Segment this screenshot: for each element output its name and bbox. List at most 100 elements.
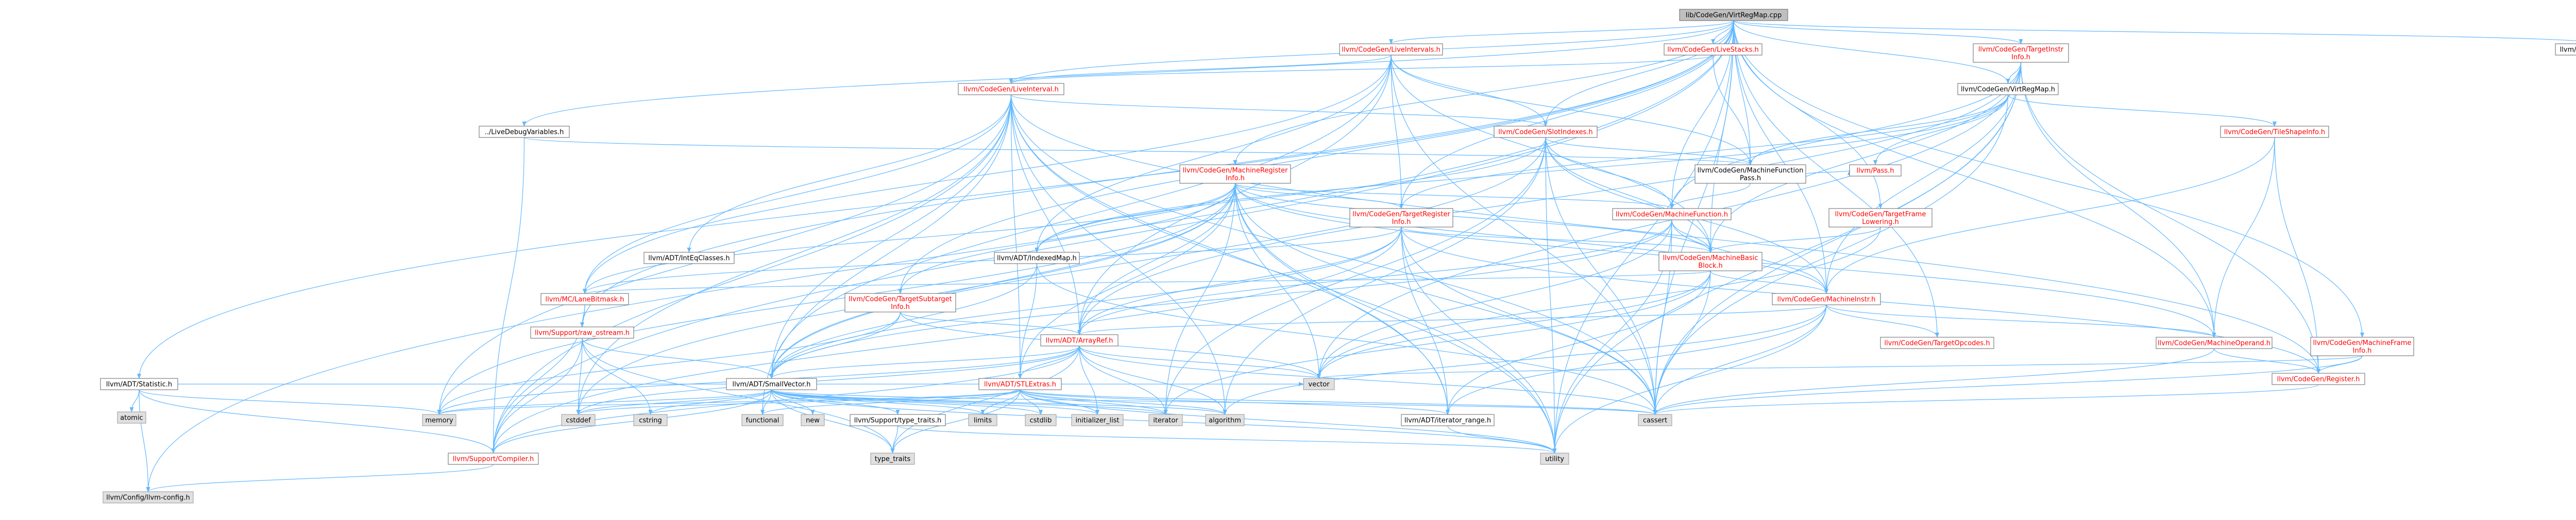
node-label: llvm/CodeGen/LiveInterval.h (963, 86, 1059, 94)
edge-root-to-MachineFrameInfo (1733, 20, 2364, 338)
node-IteratorRange[interactable]: llvm/ADT/iterator_range.h (1401, 414, 1495, 426)
node-MachineFrameInfo[interactable]: llvm/CodeGen/MachineFrame Info.h (2310, 337, 2414, 356)
node-cstring: cstring (633, 414, 668, 426)
node-LiveInterval[interactable]: llvm/CodeGen/LiveInterval.h (958, 83, 1064, 95)
node-Compiler[interactable]: llvm/Support/Compiler.h (448, 453, 539, 465)
node-RawOstream[interactable]: llvm/Support/raw_ostream.h (530, 326, 634, 339)
node-vector: vector (1303, 378, 1335, 390)
node-label: llvm/MC/LaneBitmask.h (545, 296, 624, 304)
node-SmallVector[interactable]: llvm/ADT/SmallVector.h (726, 378, 817, 390)
edge-SlotIndexes-to-IndexedMap (1035, 137, 1546, 253)
edge-STLExtras-to-algorithm (1020, 389, 1227, 415)
node-TargetInstrInfo[interactable]: llvm/CodeGen/TargetInstr Info.h (1973, 43, 2069, 63)
edge-VirtRegMapH-to-MachineFunctionPass (1748, 94, 2009, 165)
node-ADTStatistic[interactable]: llvm/ADT/Statistic.h (100, 378, 178, 390)
edges (129, 20, 2576, 492)
edge-VirtRegMapH-to-TargetRegisterInfo (1399, 94, 2009, 209)
node-initializer_list: initializer_list (1071, 414, 1124, 426)
node-label: llvm/Pass.h (1856, 167, 1894, 175)
node-box (643, 252, 735, 264)
edge-SlotIndexes-to-MachineFunctionPass (1545, 137, 1753, 165)
node-box (1973, 43, 2069, 63)
node-type_traits: type_traits (870, 453, 915, 465)
edge-TargetRegisterInfo-to-IteratorRange (1401, 227, 1450, 415)
node-LiveStacks[interactable]: llvm/CodeGen/LiveStacks.h (1664, 43, 1762, 56)
node-MachineInstr[interactable]: llvm/CodeGen/MachineInstr.h (1772, 293, 1881, 305)
node-limits: limits (968, 414, 997, 426)
edge-TargetInstrInfo-to-vector (1317, 62, 2022, 379)
node-box (1205, 414, 1245, 426)
edge-SmallVector-to-algorithm (771, 389, 1227, 415)
node-box (1664, 43, 1762, 56)
node-IndexedMap[interactable]: llvm/ADT/IndexedMap.h (994, 252, 1080, 264)
node-MachineFunctionPass[interactable]: llvm/CodeGen/MachineFunction Pass.h (1694, 164, 1806, 184)
edge-LiveInterval-to-utility (1010, 94, 1557, 454)
edge-root-to-MachineRegisterInfo (1233, 20, 1734, 165)
node-TargetSubtargetInfo[interactable]: llvm/CodeGen/TargetSubtarget Info.h (844, 293, 956, 313)
node-MachineOperand[interactable]: llvm/CodeGen/MachineOperand.h (2156, 337, 2273, 349)
node-root[interactable]: lib/CodeGen/VirtRegMap.cpp (1679, 9, 1788, 21)
node-TileShapeInfo[interactable]: llvm/CodeGen/TileShapeInfo.h (2220, 126, 2329, 138)
edge-ArrayRef-to-SmallVector (769, 345, 1080, 379)
node-TargetOpcodes[interactable]: llvm/CodeGen/TargetOpcodes.h (1880, 337, 1994, 349)
node-ArrayRef[interactable]: llvm/ADT/ArrayRef.h (1040, 334, 1118, 346)
edge-LiveIntervals-to-LaneBitmask (583, 55, 1392, 294)
node-LiveIntervals[interactable]: llvm/CodeGen/LiveIntervals.h (1339, 43, 1443, 56)
edge-STLExtras-to-type_traits (890, 389, 1021, 454)
edge-ArrayRef-to-cstddef (576, 345, 1080, 415)
edge-SmallVector-to-cstring (648, 389, 772, 415)
edge-MachineRegisterInfo-to-utility (1234, 183, 1557, 454)
edge-root-to-SlotIndexes (1544, 20, 1734, 127)
node-box (1071, 414, 1124, 426)
edge-STLExtras-to-utility (1020, 389, 1557, 454)
node-box (1679, 9, 1788, 21)
edge-STLExtras-to-functional (760, 389, 1021, 415)
node-VirtRegMapH[interactable]: llvm/CodeGen/VirtRegMap.h (1957, 83, 2059, 95)
edge-LiveIntervals-to-SmallVector (769, 55, 1392, 379)
node-box (117, 411, 146, 424)
node-box (448, 453, 539, 465)
node-box (2220, 126, 2329, 138)
node-LaneBitmask[interactable]: llvm/MC/LaneBitmask.h (540, 293, 629, 305)
node-label: llvm/Support/raw_ostream.h (535, 330, 630, 337)
node-SlotIndexes[interactable]: llvm/CodeGen/SlotIndexes.h (1494, 126, 1598, 138)
node-MachineFunction[interactable]: llvm/CodeGen/MachineFunction.h (1612, 208, 1732, 220)
node-MachineBasicBlock[interactable]: llvm/CodeGen/MachineBasic Block.h (1658, 252, 1762, 271)
node-algorithm: algorithm (1205, 414, 1245, 426)
edge-MachineInstr-to-cassert (1653, 304, 1827, 415)
edge-MachineFunction-to-ArrayRef (1077, 219, 1672, 335)
node-label: type_traits (875, 456, 911, 463)
node-label: limits (974, 417, 992, 425)
edge-STLExtras-to-cassert (1020, 389, 1657, 415)
edge-SmallVector-to-limits (771, 389, 985, 415)
node-IntEqClasses[interactable]: llvm/ADT/IntEqClasses.h (643, 252, 735, 264)
node-TargetFrameLowering[interactable]: llvm/CodeGen/TargetFrame Lowering.h (1828, 208, 1933, 228)
node-typeTraitsH[interactable]: llvm/Support/type_traits.h (850, 414, 946, 426)
node-LiveDebugVariables[interactable]: ../LiveDebugVariables.h (479, 126, 570, 138)
node-TargetRegisterInfo[interactable]: llvm/CodeGen/TargetRegister Info.h (1349, 208, 1453, 228)
node-Pass[interactable]: llvm/Pass.h (1849, 164, 1902, 177)
node-label: atomic (120, 414, 143, 422)
node-box (968, 414, 997, 426)
node-box (1540, 453, 1569, 465)
edge-MachineFunctionPass-to-Pass (1805, 170, 1852, 176)
node-box (1658, 252, 1762, 271)
edge-MachineFunctionPass-to-MachineFunction (1670, 183, 1751, 209)
edge-STLExtras-to-IteratorRange (1020, 389, 1450, 415)
node-label: llvm/CodeGen/VirtRegMap.h (1961, 86, 2055, 94)
node-box (1638, 414, 1672, 426)
edge-ArrayRef-to-Compiler (491, 345, 1080, 454)
node-box (850, 414, 946, 426)
edge-root-to-SupportDebug (1733, 20, 2576, 41)
edge-MachineRegisterInfo-to-cassert (1234, 183, 1657, 415)
edge-root-to-LiveDebugVariables (522, 20, 1734, 127)
node-SupportDebug[interactable]: llvm/Support/Debug.h (2555, 43, 2576, 56)
node-Register[interactable]: llvm/CodeGen/Register.h (2272, 373, 2365, 385)
edge-Compiler-to-ConfigH (146, 464, 494, 492)
edge-MachineBasicBlock-to-iterator (1163, 270, 1711, 415)
node-label: llvm/ADT/Statistic.h (106, 381, 172, 389)
edge-LiveIntervals-to-SlotIndexes (1391, 55, 1548, 127)
node-STLExtras[interactable]: llvm/ADT/STLExtras.h (978, 378, 1062, 390)
edge-TargetInstrInfo-to-Register (2020, 62, 2320, 374)
node-MachineRegisterInfo[interactable]: llvm/CodeGen/MachineRegister Info.h (1179, 164, 1291, 184)
